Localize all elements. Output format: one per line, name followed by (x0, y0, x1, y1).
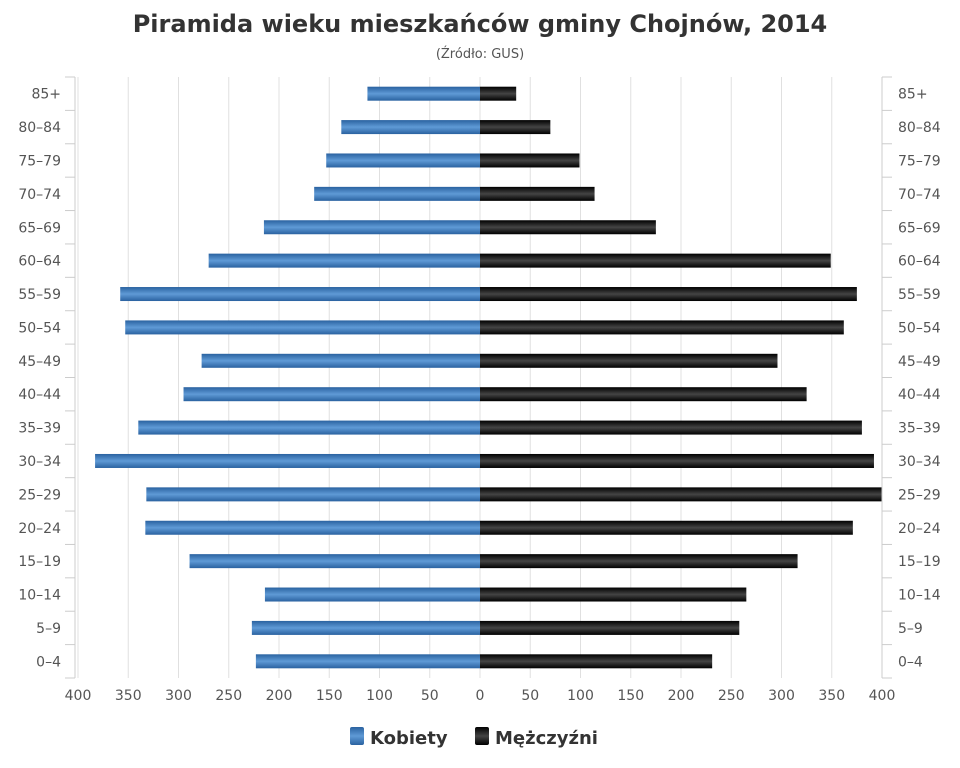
y-tick-label-left: 80–84 (18, 120, 61, 136)
bar-kobiety-80–84 (341, 120, 480, 135)
bar-mezczyzni-20–24 (480, 520, 853, 535)
y-tick-label-left: 30–34 (18, 454, 61, 470)
legend-label-kobiety[interactable]: Kobiety (370, 728, 448, 749)
x-tick-label: 200 (266, 688, 293, 704)
x-tick-label: 100 (567, 688, 594, 704)
y-tick-label-left: 45–49 (18, 354, 61, 370)
y-tick-label-right: 10–14 (898, 588, 941, 604)
y-tick-label-left: 85+ (31, 87, 61, 103)
y-tick-label-right: 0–4 (898, 654, 923, 670)
bar-mezczyzni-85+ (480, 86, 517, 101)
bar-kobiety-65–69 (263, 220, 480, 235)
y-tick-label-left: 5–9 (36, 621, 61, 637)
y-tick-label-right: 20–24 (898, 521, 941, 537)
bar-mezczyzni-15–19 (480, 554, 798, 569)
bar-mezczyzni-5–9 (480, 620, 740, 635)
x-tick-label: 200 (668, 688, 695, 704)
y-tick-label-left: 35–39 (18, 421, 61, 437)
x-tick-label: 300 (768, 688, 795, 704)
bar-mezczyzni-70–74 (480, 186, 595, 201)
x-tick-label: 250 (215, 688, 242, 704)
legend-label-mezczyzni[interactable]: Mężczyźni (495, 728, 598, 749)
y-tick-label-right: 5–9 (898, 621, 923, 637)
x-tick-label: 150 (617, 688, 644, 704)
y-tick-label-left: 50–54 (18, 320, 61, 336)
y-tick-label-left: 75–79 (18, 153, 61, 169)
chart-subtitle: (Źródło: GUS) (436, 46, 524, 62)
bar-mezczyzni-65–69 (480, 220, 656, 235)
y-tick-label-left: 25–29 (18, 487, 61, 503)
bar-mezczyzni-80–84 (480, 120, 551, 135)
bar-mezczyzni-40–44 (480, 387, 807, 402)
y-tick-label-right: 80–84 (898, 120, 941, 136)
bar-mezczyzni-75–79 (480, 153, 580, 168)
y-tick-label-right: 35–39 (898, 421, 941, 437)
bar-mezczyzni-35–39 (480, 420, 862, 435)
bar-kobiety-10–14 (264, 587, 480, 602)
y-tick-label-left: 15–19 (18, 554, 61, 570)
bar-kobiety-30–34 (95, 453, 481, 468)
x-tick-label: 150 (316, 688, 343, 704)
bar-mezczyzni-30–34 (480, 453, 874, 468)
bar-mezczyzni-45–49 (480, 353, 778, 368)
bar-mezczyzni-25–29 (480, 487, 882, 502)
bar-kobiety-0–4 (255, 654, 480, 669)
y-tick-label-left: 65–69 (18, 220, 61, 236)
bar-kobiety-70–74 (314, 186, 480, 201)
bar-kobiety-55–59 (120, 287, 481, 302)
bar-kobiety-35–39 (138, 420, 481, 435)
chart-title: Piramida wieku mieszkańców gminy Chojnów… (133, 10, 828, 38)
y-tick-label-left: 55–59 (18, 287, 61, 303)
legend-swatch-mezczyzni[interactable] (475, 727, 489, 745)
legend-swatch-kobiety[interactable] (350, 727, 364, 745)
x-tick-label: 350 (818, 688, 845, 704)
y-tick-label-right: 50–54 (898, 320, 941, 336)
bar-kobiety-75–79 (326, 153, 480, 168)
y-tick-label-right: 40–44 (898, 387, 941, 403)
bar-mezczyzni-50–54 (480, 320, 844, 335)
y-tick-label-left: 0–4 (36, 654, 61, 670)
y-tick-label-left: 10–14 (18, 588, 61, 604)
y-tick-label-right: 65–69 (898, 220, 941, 236)
bar-mezczyzni-55–59 (480, 287, 857, 302)
x-tick-label: 300 (165, 688, 192, 704)
y-tick-label-left: 20–24 (18, 521, 61, 537)
bar-mezczyzni-0–4 (480, 654, 713, 669)
x-tick-label: 50 (421, 688, 439, 704)
bar-kobiety-20–24 (145, 520, 480, 535)
y-tick-label-right: 85+ (898, 87, 928, 103)
bar-kobiety-85+ (367, 86, 480, 101)
bar-mezczyzni-60–64 (480, 253, 831, 268)
bar-mezczyzni-10–14 (480, 587, 747, 602)
bar-kobiety-40–44 (183, 387, 480, 402)
bar-kobiety-60–64 (208, 253, 480, 268)
y-tick-label-left: 70–74 (18, 187, 61, 203)
y-tick-label-right: 45–49 (898, 354, 941, 370)
bar-kobiety-45–49 (201, 353, 481, 368)
x-tick-label: 400 (869, 688, 896, 704)
bar-kobiety-5–9 (251, 620, 480, 635)
bar-kobiety-15–19 (189, 554, 480, 569)
bar-kobiety-50–54 (125, 320, 481, 335)
x-tick-label: 250 (718, 688, 745, 704)
y-tick-label-right: 15–19 (898, 554, 941, 570)
x-tick-label: 50 (521, 688, 539, 704)
y-tick-label-right: 60–64 (898, 254, 941, 270)
x-tick-label: 0 (476, 688, 485, 704)
y-tick-label-right: 30–34 (898, 454, 941, 470)
y-tick-label-right: 70–74 (898, 187, 941, 203)
y-tick-label-right: 25–29 (898, 487, 941, 503)
x-tick-label: 400 (65, 688, 92, 704)
x-tick-label: 350 (115, 688, 142, 704)
y-tick-label-left: 40–44 (18, 387, 61, 403)
y-tick-label-right: 75–79 (898, 153, 941, 169)
y-tick-label-left: 60–64 (18, 254, 61, 270)
legend: Kobiety Mężczyźni (350, 727, 598, 749)
y-tick-label-right: 55–59 (898, 287, 941, 303)
x-tick-label: 100 (366, 688, 393, 704)
bar-kobiety-25–29 (146, 487, 480, 502)
